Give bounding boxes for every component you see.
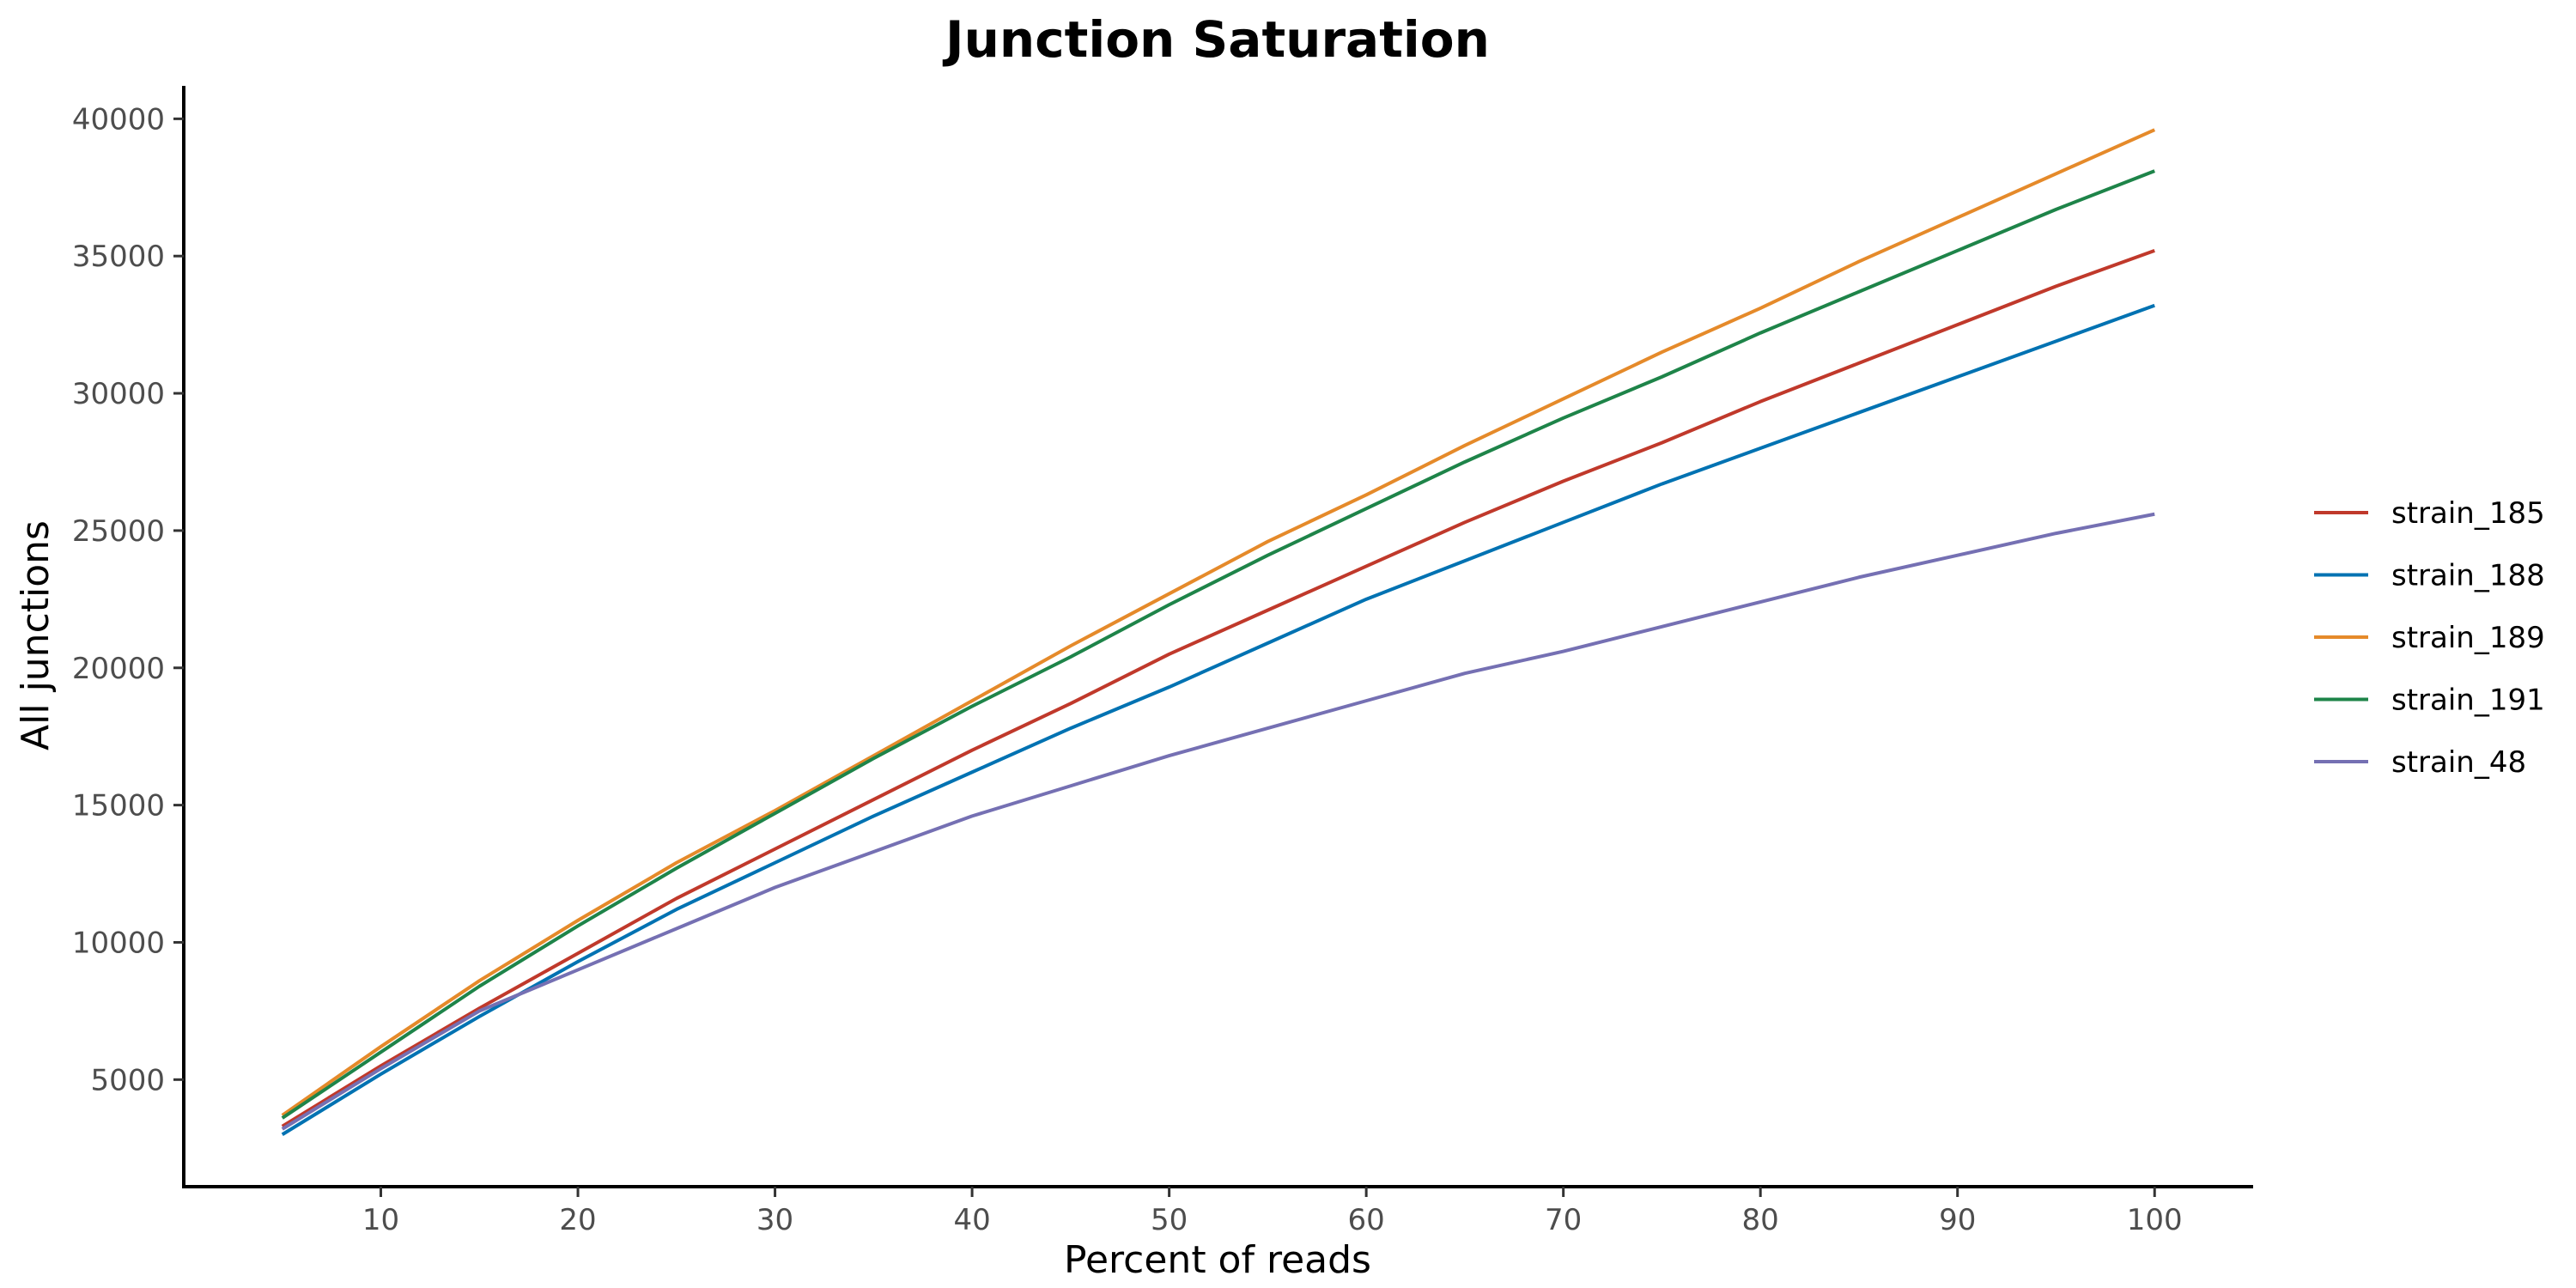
x-tick-label-100: 100 (2127, 1203, 2183, 1237)
x-axis-ticks: 10 20 30 40 50 60 70 80 90 100 (362, 1187, 2183, 1237)
y-tick-label-20000: 20000 (72, 652, 165, 686)
x-tick-label-40: 40 (953, 1203, 990, 1237)
x-tick-label-90: 90 (1939, 1203, 1976, 1237)
x-axis-title: Percent of reads (1064, 1238, 1371, 1282)
x-tick-label-60: 60 (1348, 1203, 1385, 1237)
legend-label-strain-191: strain_191 (2391, 683, 2545, 718)
x-tick-label-80: 80 (1742, 1203, 1779, 1237)
y-tick-label-30000: 30000 (72, 377, 165, 411)
chart-title: Junction Saturation (942, 10, 1490, 69)
legend-label-strain-48: strain_48 (2391, 745, 2526, 780)
y-tick-label-10000: 10000 (72, 926, 165, 960)
x-tick-label-20: 20 (559, 1203, 596, 1237)
plot-area: 10 20 30 40 50 60 70 80 90 100 5000 10000 15000 2000… (72, 86, 2253, 1237)
series-line-strain-185 (281, 248, 2155, 1128)
legend-label-strain-188: strain_188 (2391, 559, 2545, 593)
series-line-strain-48 (281, 512, 2155, 1131)
x-tick-label-10: 10 (362, 1203, 399, 1237)
x-tick-label-70: 70 (1545, 1203, 1582, 1237)
y-tick-label-15000: 15000 (72, 789, 165, 823)
series-line-strain-191 (281, 169, 2155, 1120)
series-group (281, 128, 2156, 1136)
y-axis-title: All junctions (14, 520, 58, 750)
y-axis-ticks: 5000 10000 15000 20000 25000 30000 35000 40000 (72, 102, 184, 1097)
legend: strain_185 strain_188 strain_189 strain_191… (2314, 496, 2545, 780)
series-line-strain-188 (281, 303, 2155, 1136)
legend-label-strain-189: strain_189 (2391, 621, 2545, 655)
y-tick-label-40000: 40000 (72, 102, 165, 137)
x-tick-label-50: 50 (1151, 1203, 1188, 1237)
y-tick-label-5000: 5000 (90, 1063, 165, 1097)
x-tick-label-30: 30 (756, 1203, 793, 1237)
y-tick-label-25000: 25000 (72, 514, 165, 549)
legend-label-strain-185: strain_185 (2391, 496, 2545, 531)
y-tick-label-35000: 35000 (72, 240, 165, 274)
series-line-strain-189 (281, 128, 2156, 1117)
